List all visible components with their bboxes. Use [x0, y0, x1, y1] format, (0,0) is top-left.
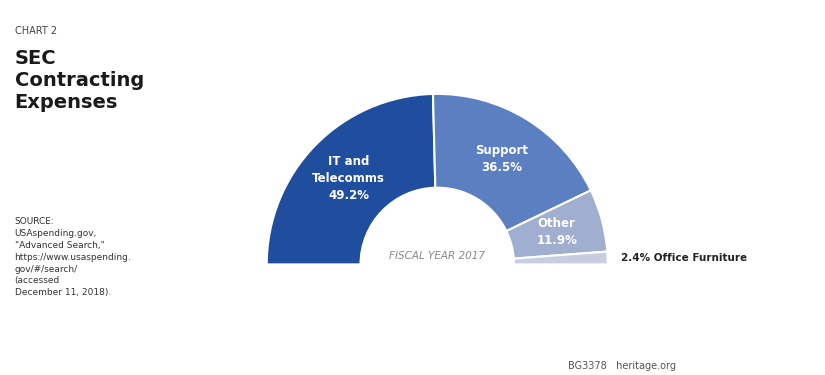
Text: Other
11.9%: Other 11.9%	[536, 217, 577, 248]
Text: IT and
Telecomms
49.2%: IT and Telecomms 49.2%	[313, 154, 385, 202]
Text: BG3378   heritage.org: BG3378 heritage.org	[568, 361, 676, 371]
Wedge shape	[507, 190, 607, 259]
Text: FISCAL YEAR 2017: FISCAL YEAR 2017	[389, 251, 485, 261]
Text: Support
36.5%: Support 36.5%	[475, 144, 528, 174]
Text: 2.4% Office Furniture: 2.4% Office Furniture	[621, 253, 747, 263]
Text: CHART 2: CHART 2	[15, 26, 57, 36]
Wedge shape	[433, 94, 591, 231]
Text: SEC
Contracting
Expenses: SEC Contracting Expenses	[15, 49, 144, 112]
Wedge shape	[266, 94, 436, 264]
Wedge shape	[514, 252, 608, 264]
Text: SOURCE:
USAspending.gov,
"Advanced Search,"
https://www.usaspending.
gov/#/searc: SOURCE: USAspending.gov, "Advanced Searc…	[15, 217, 131, 297]
